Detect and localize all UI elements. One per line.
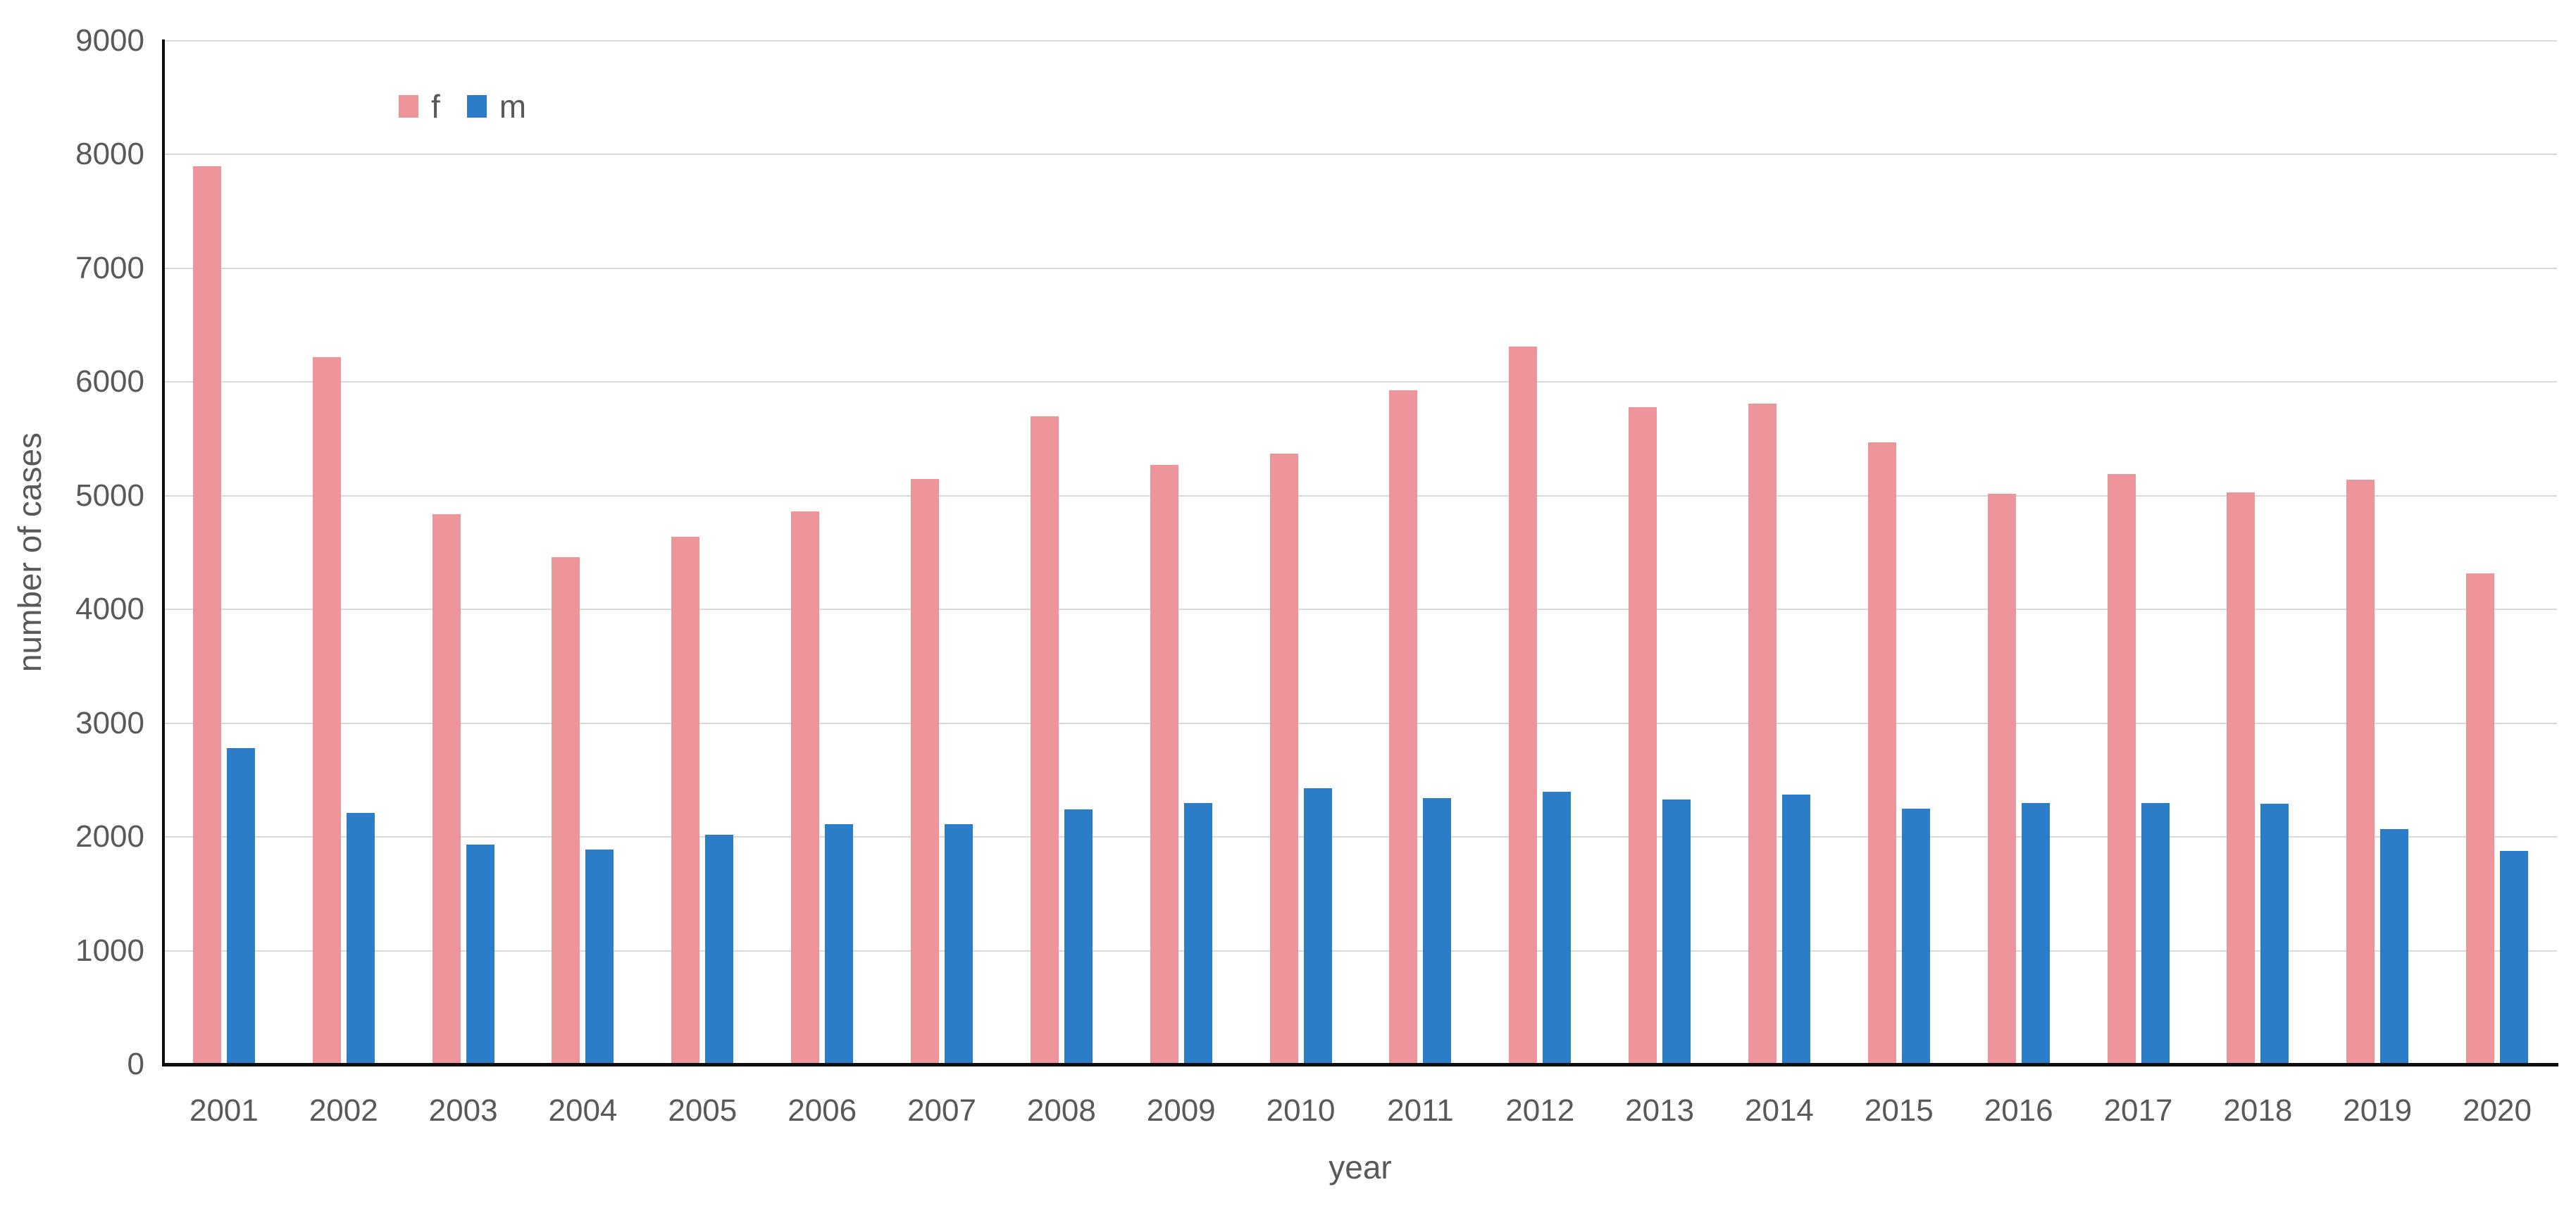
x-tick-label-2006: 2006 [788,1093,857,1128]
bar-f-2012 [1509,347,1538,1064]
y-tick-label-4000: 4000 [75,592,144,627]
bar-m-2007 [945,824,973,1064]
y-gridline-6000 [164,381,2557,383]
bar-f-2018 [2227,492,2255,1064]
bar-f-2002 [312,356,341,1064]
bar-m-2014 [1781,795,1810,1064]
bar-m-2002 [346,813,375,1064]
x-tick-label-2008: 2008 [1026,1093,1096,1128]
bar-f-2020 [2466,573,2495,1064]
x-tick-label-2014: 2014 [1745,1093,1814,1128]
bar-f-2001 [192,166,221,1064]
legend: f m [399,90,526,123]
legend-item-m: m [466,88,527,125]
bar-m-2019 [2380,828,2409,1064]
bar-m-2008 [1064,809,1093,1064]
bar-m-2017 [2141,802,2170,1064]
bar-m-2012 [1543,791,1572,1064]
x-tick-label-2019: 2019 [2343,1093,2413,1128]
bar-f-2016 [1987,493,2016,1064]
x-tick-label-2015: 2015 [1864,1093,1934,1128]
y-gridline-9000 [164,40,2557,42]
x-tick-label-2010: 2010 [1266,1093,1336,1128]
bar-f-2009 [1150,465,1178,1064]
bar-m-2009 [1183,802,1212,1064]
bar-m-2013 [1662,799,1691,1064]
bar-m-2010 [1303,788,1332,1064]
x-tick-label-2016: 2016 [1984,1093,2053,1128]
y-gridline-8000 [164,154,2557,156]
bar-m-2020 [2500,850,2529,1064]
x-tick-label-2018: 2018 [2223,1093,2293,1128]
x-tick-label-2002: 2002 [309,1093,378,1128]
x-axis-line [162,1063,2558,1066]
y-tick-label-0: 0 [127,1047,144,1081]
bar-m-2005 [705,834,734,1064]
bar-f-2008 [1030,416,1059,1064]
bar-f-2014 [1748,404,1777,1064]
y-tick-label-8000: 8000 [75,137,144,172]
bar-f-2015 [1867,442,1896,1064]
bar-m-2004 [585,849,614,1064]
x-tick-label-2003: 2003 [428,1093,498,1128]
x-tick-label-2011: 2011 [1387,1093,1454,1128]
y-tick-label-5000: 5000 [75,478,144,513]
legend-label-f: f [431,88,440,125]
bar-f-2011 [1389,390,1418,1064]
bar-f-2013 [1629,406,1657,1064]
y-tick-label-1000: 1000 [75,933,144,968]
y-gridline-5000 [164,494,2557,497]
legend-item-f: f [399,90,440,123]
bar-f-2003 [432,514,461,1064]
bar-m-2016 [2021,802,2050,1064]
bar-f-2019 [2346,480,2375,1064]
bar-m-2001 [226,748,255,1064]
y-gridline-1000 [164,950,2557,952]
legend-label-m: m [499,88,527,125]
plot-area [164,40,2557,1064]
x-tick-label-2007: 2007 [907,1093,976,1128]
y-gridline-2000 [164,836,2557,838]
x-tick-label-2005: 2005 [668,1093,738,1128]
bar-f-2007 [911,478,940,1064]
x-tick-label-2017: 2017 [2103,1093,2173,1128]
y-tick-label-9000: 9000 [75,23,144,58]
bar-m-2006 [825,824,854,1064]
bar-f-2006 [791,511,820,1064]
bar-m-2015 [1901,808,1930,1064]
legend-swatch-f-icon [399,95,418,118]
x-tick-label-2001: 2001 [189,1093,259,1128]
y-gridline-4000 [164,609,2557,611]
y-tick-label-6000: 6000 [75,364,144,399]
bar-f-2004 [552,556,580,1064]
bar-m-2018 [2260,804,2289,1064]
bar-m-2011 [1423,798,1452,1064]
y-axis-title: number of cases [11,432,48,673]
x-tick-label-2020: 2020 [2463,1093,2532,1128]
x-tick-label-2004: 2004 [548,1093,618,1128]
y-gridline-3000 [164,722,2557,724]
x-axis-title: year [1329,1149,1392,1186]
x-tick-label-2013: 2013 [1625,1093,1695,1128]
bar-f-2010 [1269,454,1298,1064]
y-tick-label-3000: 3000 [75,705,144,740]
bar-m-2003 [466,845,494,1064]
y-tick-label-2000: 2000 [75,819,144,854]
x-tick-label-2012: 2012 [1505,1093,1575,1128]
y-axis-line [162,39,165,1066]
bar-f-2017 [2107,474,2136,1064]
y-tick-label-7000: 7000 [75,250,144,285]
y-gridline-7000 [164,267,2557,269]
bar-f-2005 [671,536,700,1064]
x-tick-label-2009: 2009 [1146,1093,1216,1128]
legend-swatch-m-icon [466,95,487,118]
